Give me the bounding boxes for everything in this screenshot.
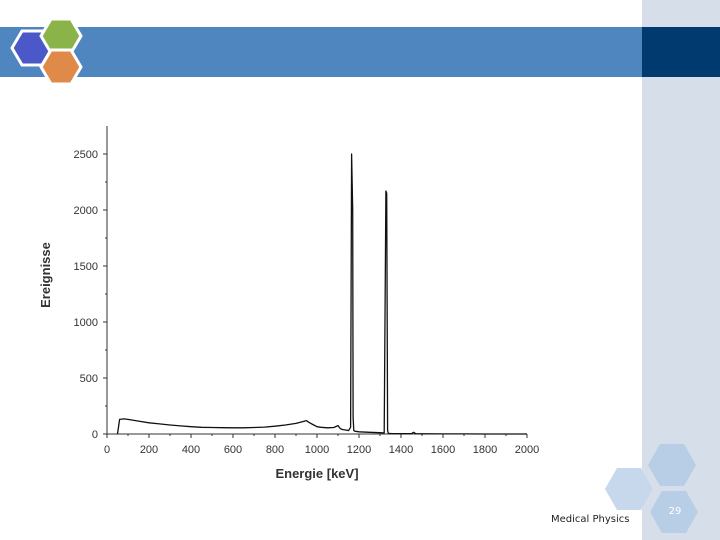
x-tick-label: 1200 (347, 444, 371, 456)
y-tick-label: 2000 (74, 205, 98, 217)
x-ticks: 0 200 400 600 800 1000 1200 1400 1600 1800 2000 (104, 434, 539, 456)
header-bar (0, 27, 642, 77)
y-tick-label: 0 (92, 429, 98, 441)
header-accent-block (642, 27, 720, 77)
y-tick-label: 1000 (74, 317, 98, 329)
x-tick-label: 600 (224, 444, 242, 456)
x-tick-label: 1600 (431, 444, 455, 456)
page-number: 29 (668, 506, 682, 517)
x-tick-label: 1400 (389, 444, 413, 456)
hex-light-icon (605, 468, 653, 510)
y-tick-label: 2500 (74, 149, 98, 161)
hex-green-icon (39, 17, 83, 55)
y-axis-label: Ereignisse (38, 242, 53, 308)
x-tick-label: 1800 (473, 444, 497, 456)
hex-light-icon (650, 491, 698, 533)
x-tick-label: 2000 (515, 444, 539, 456)
x-tick-label: 200 (140, 444, 158, 456)
x-tick-label: 800 (266, 444, 284, 456)
decor-hexagons (605, 444, 698, 533)
y-tick-label: 500 (80, 373, 98, 385)
series-line-0 (116, 153, 527, 435)
y-tick-label: 1500 (74, 261, 98, 273)
x-tick-label: 1000 (305, 444, 329, 456)
x-axis-label: Energie [keV] (275, 466, 358, 481)
x-tick-label: 400 (182, 444, 200, 456)
spectrum-chart: 0 200 400 600 800 1000 1200 1400 1600 1800 2000 0 5… (38, 126, 539, 481)
series-group (116, 153, 527, 435)
y-ticks: 0 500 1000 1500 2000 2500 (74, 149, 107, 441)
footer-label: Medical Physics (551, 514, 630, 525)
x-tick-label: 0 (104, 444, 110, 456)
logo-hexagons (10, 17, 83, 86)
hex-light-icon (648, 444, 696, 486)
hex-orange-icon (39, 48, 83, 86)
